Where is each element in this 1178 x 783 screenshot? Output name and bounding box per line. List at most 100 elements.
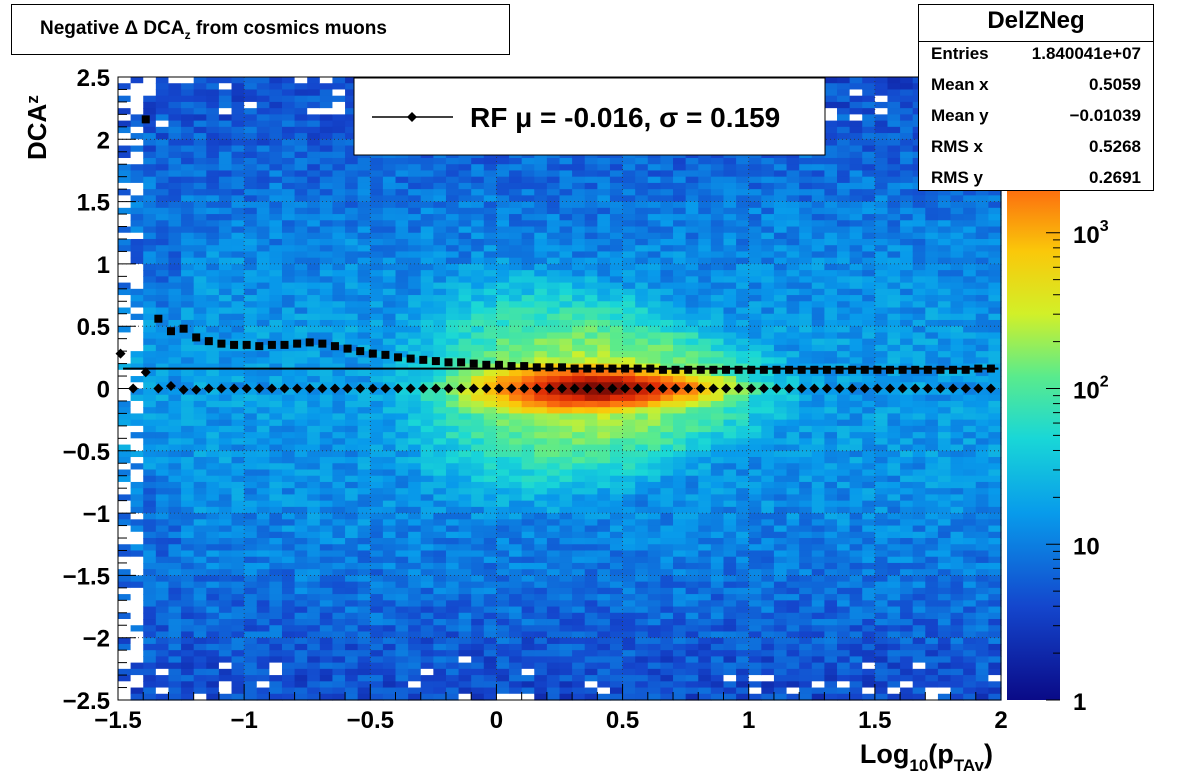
heatmap-cell [471,351,485,358]
heatmap-cell [155,263,170,271]
heatmap-cell [685,164,699,172]
heatmap-cell [622,276,636,284]
heatmap-cell [483,463,498,471]
heatmap-cell [559,544,573,552]
heatmap-cell [357,276,371,284]
heatmap-cell [168,575,182,583]
heatmap-cell [395,207,409,215]
heatmap-cell [256,282,270,290]
heatmap-cell [698,282,712,290]
heatmap-cell [710,656,725,664]
heatmap-cell [269,238,283,246]
heatmap-cell [673,687,687,695]
heatmap-cell [382,581,397,589]
heatmap-cell [723,344,737,352]
heatmap-cell [281,463,296,471]
heatmap-cell [307,481,321,489]
heatmap-cell [256,170,270,178]
heatmap-cell [332,133,346,140]
heatmap-cell [420,207,434,215]
heatmap-cell [231,475,245,483]
heatmap-cell [345,288,359,296]
heatmap-cell [635,643,649,651]
heatmap-cell [647,201,662,209]
heatmap-cell [635,363,649,371]
heatmap-cell [181,662,195,670]
heatmap-cell [584,220,598,228]
heatmap-cell [370,276,384,284]
heatmap-cell [231,133,245,140]
heatmap-cell [244,220,258,228]
heatmap-cell [256,400,270,408]
heatmap-cell [370,619,384,626]
heatmap-cell [307,619,321,626]
heatmap-cell [256,77,270,84]
heatmap-cell [609,457,624,464]
heatmap-cell [483,238,498,246]
heatmap-cell [218,594,233,601]
heatmap-cell [496,531,510,539]
heatmap-cell [345,650,359,657]
heatmap-cell [256,569,270,576]
heatmap-cell [445,612,460,620]
heatmap-cell [256,531,270,539]
heatmap-cell [231,307,245,315]
heatmap-cell [218,500,233,508]
heatmap-cell [155,687,170,695]
heatmap-cell [244,151,258,159]
heatmap-cell [609,506,624,514]
heatmap-cell [635,189,649,196]
heatmap-cell [256,133,270,140]
heatmap-cell [130,562,144,570]
heatmap-cell [155,351,170,358]
heatmap-cell [597,195,611,203]
heatmap-cell [118,295,132,302]
heatmap-cell [521,668,535,676]
heatmap-cell [345,531,359,539]
heatmap-cell [660,276,674,284]
heatmap-cell [445,469,460,477]
heatmap-cell [181,675,195,682]
heatmap-cell [521,170,535,178]
heatmap-cell [647,556,662,564]
heatmap-cell [319,556,334,564]
heatmap-cell [357,668,371,676]
heatmap-cell [635,164,649,172]
heatmap-cell [572,357,586,365]
heatmap-cell [181,164,195,172]
heatmap-cell [433,450,447,458]
heatmap-cell [698,214,712,221]
heatmap-cell [622,413,636,421]
heatmap-cell [319,319,334,327]
heatmap-cell [155,338,170,346]
heatmap-cell [332,500,346,508]
heatmap-cell [319,531,334,539]
heatmap-cell [660,463,674,471]
heatmap-cell [710,457,725,464]
heatmap-cell [496,326,510,334]
heatmap-cell [206,625,220,633]
heatmap-cell [622,319,636,327]
heatmap-cell [420,432,434,439]
heatmap-cell [609,594,624,601]
heatmap-cell [546,463,561,471]
heatmap-cell [685,207,699,215]
heatmap-cell [294,413,308,421]
heatmap-cell [206,376,220,383]
heatmap-cells [118,77,1002,701]
heatmap-cell [294,587,308,595]
heatmap-cell [496,463,510,471]
heatmap-cell [319,95,334,103]
heatmap-cell [723,332,737,340]
heatmap-cell [118,270,132,277]
heatmap-cell [256,176,270,184]
heatmap-cell [345,612,359,620]
heatmap-cell [458,295,472,302]
heatmap-cell [307,450,321,458]
heatmap-cell [168,450,182,458]
heatmap-cell [218,307,233,315]
heatmap-cell [458,675,472,682]
heatmap-cell [118,469,132,477]
heatmap-cell [193,444,207,452]
heatmap-cell [118,594,132,601]
